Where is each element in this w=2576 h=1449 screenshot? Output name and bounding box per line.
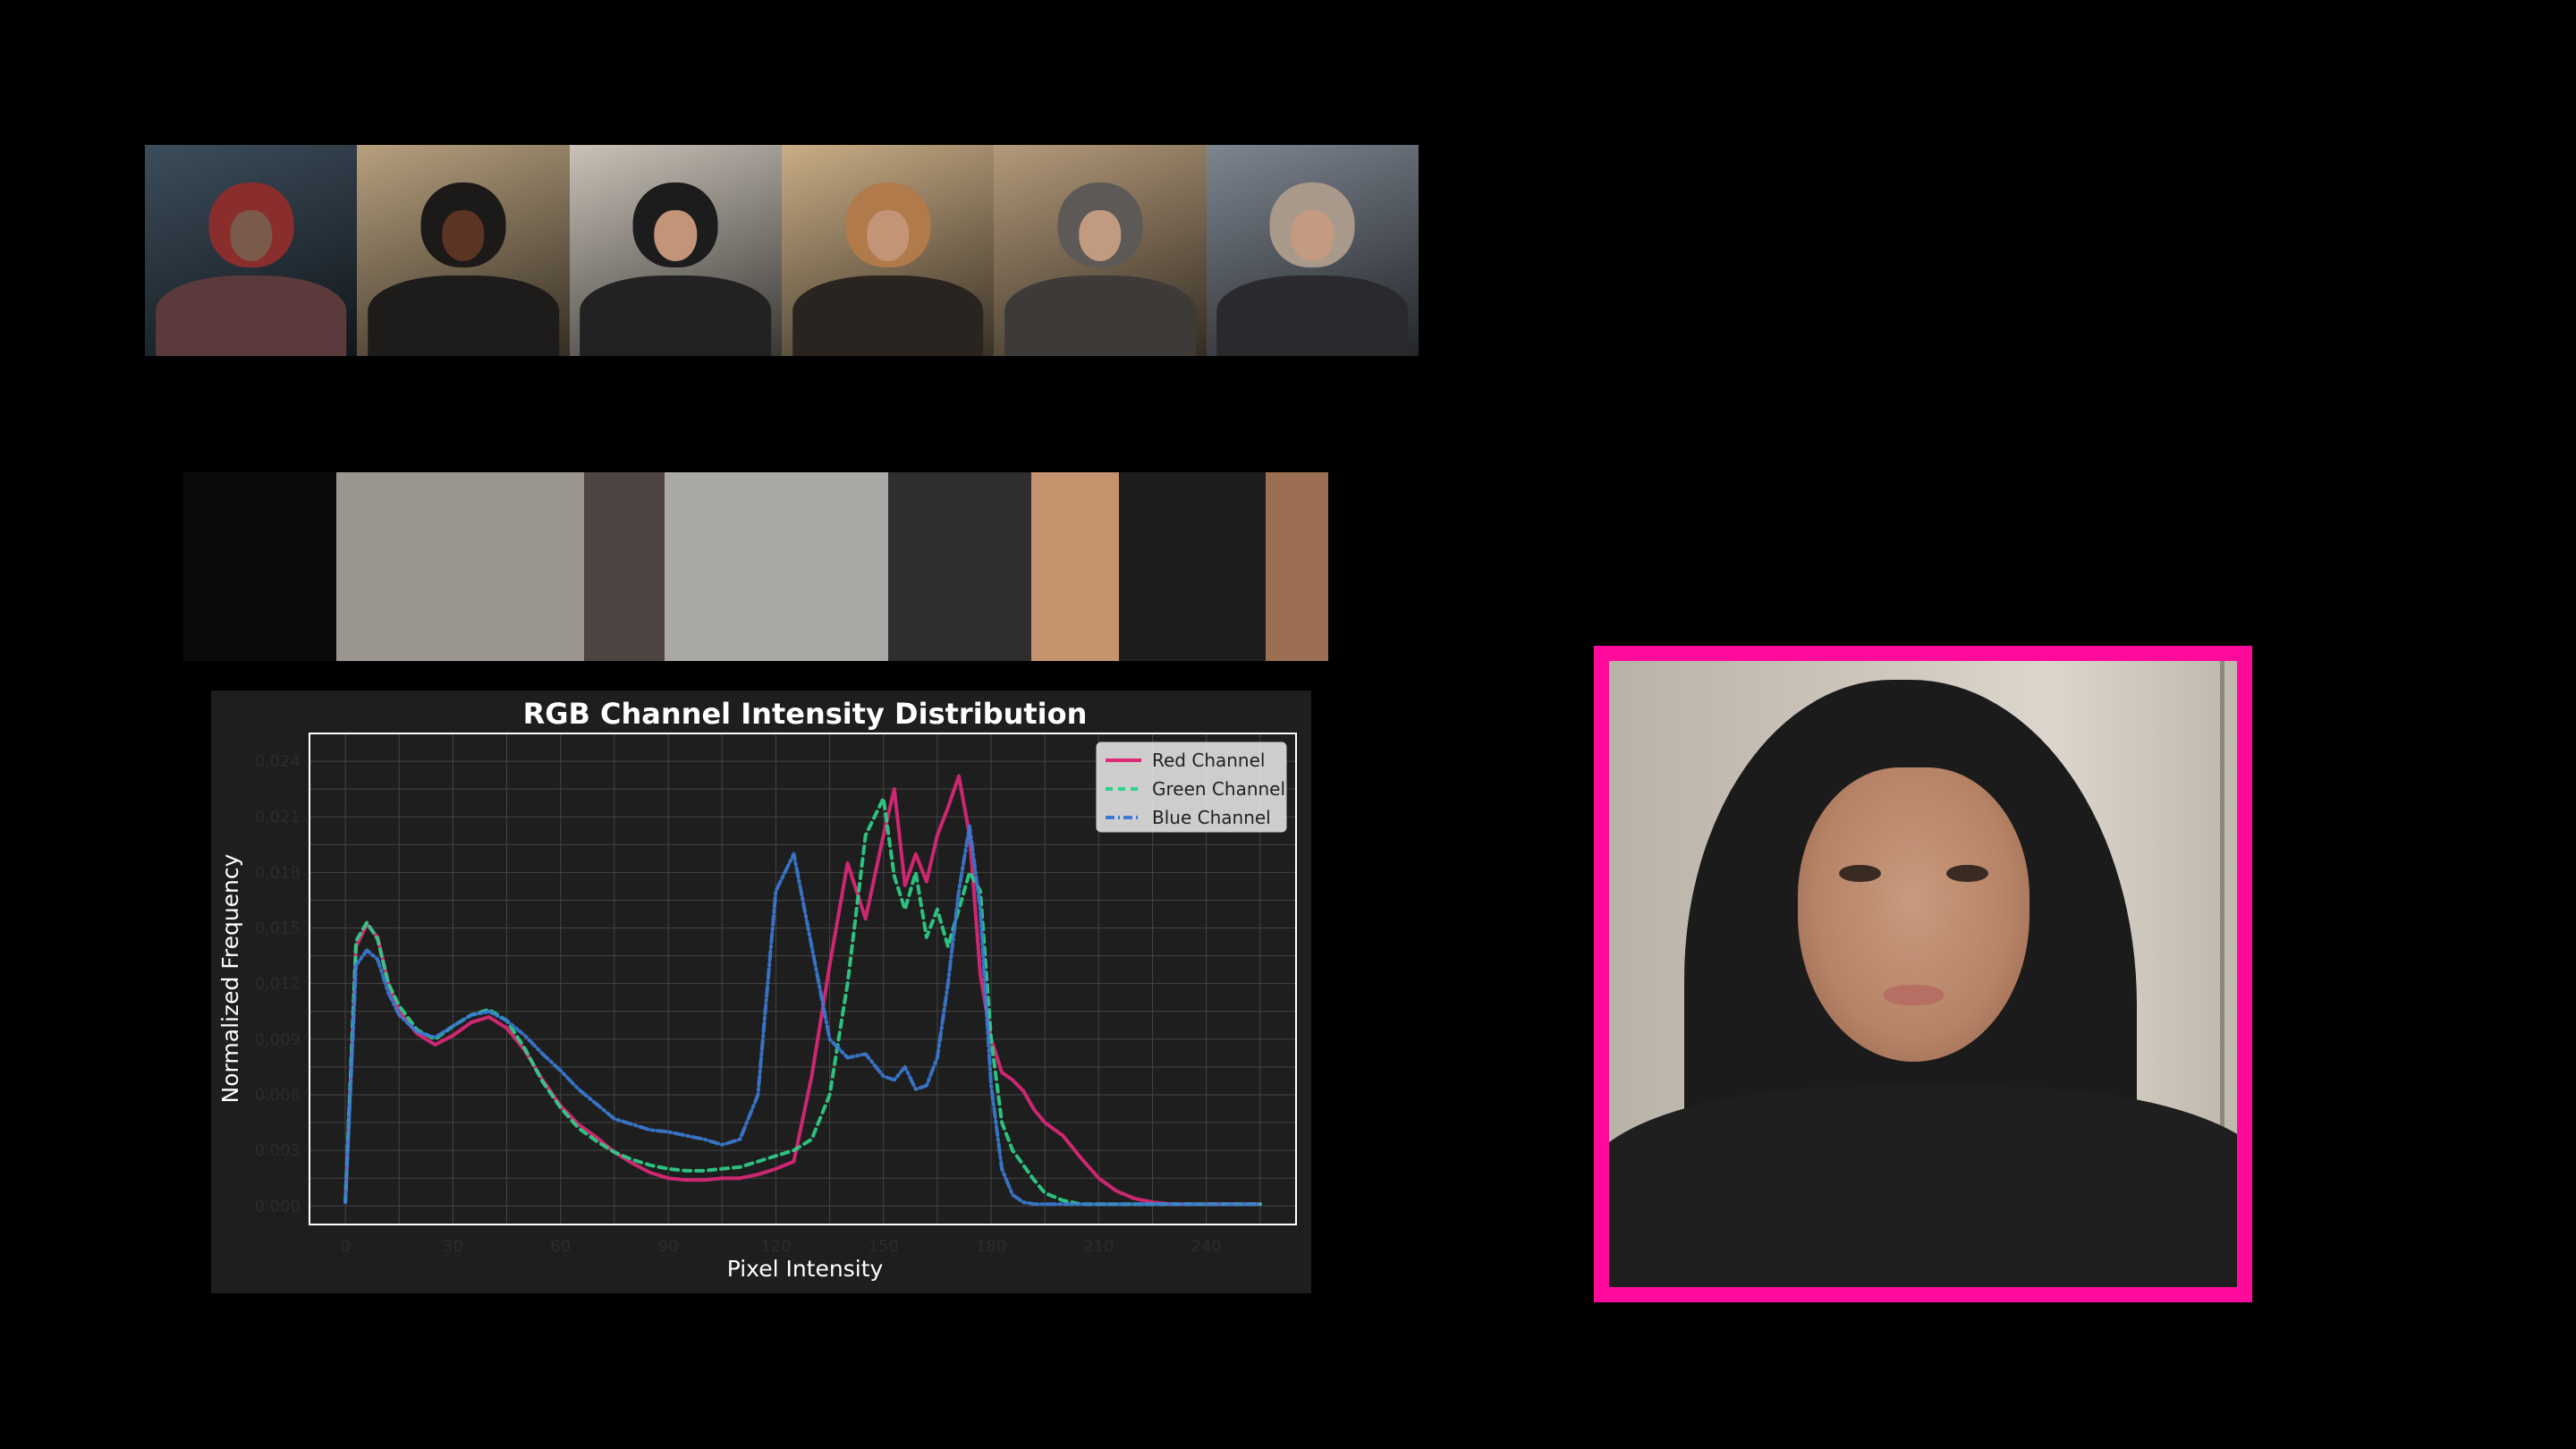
palette-swatch (1265, 472, 1328, 661)
thumbnail-body (155, 275, 347, 356)
thumbnail-face (229, 210, 273, 261)
chart-title: RGB Channel Intensity Distribution (523, 697, 1088, 731)
thumbnail-face (442, 210, 485, 261)
chart-axes-frame (309, 733, 1297, 1225)
x-tick-label: 0 (340, 1237, 350, 1256)
selected-portrait-frame (1594, 646, 2252, 1302)
x-tick-label: 120 (760, 1237, 791, 1256)
palette-swatch (183, 472, 337, 661)
palette-swatch (336, 472, 584, 661)
x-tick-label: 30 (443, 1237, 463, 1256)
legend-label: Green Channel (1152, 778, 1285, 800)
chart-legend: Red Channel Green Channel Blue Channel (1096, 741, 1287, 833)
thumbnail-illustrated-portrait (145, 145, 358, 356)
thumbnail-body (580, 275, 772, 356)
portrait-lips (1883, 985, 1945, 1006)
chart-series (343, 774, 1262, 1207)
y-tick-label: 0.015 (254, 919, 301, 938)
series-line-red-channel (343, 774, 1262, 1207)
y-tick-label: 0.018 (254, 863, 301, 882)
thumbnail-arched-hall-portrait (781, 145, 995, 356)
thumbnail-body (1216, 275, 1409, 356)
y-tick-label: 0.012 (254, 975, 301, 994)
portrait-face (1797, 767, 2030, 1062)
thumbnail-desert-portrait (994, 145, 1207, 356)
portrait-left-eye (1839, 864, 1882, 883)
legend-label: Red Channel (1152, 750, 1265, 771)
y-tick-label: 0.006 (254, 1086, 301, 1105)
x-axis-label: Pixel Intensity (727, 1256, 884, 1282)
palette-swatch (888, 472, 1032, 661)
legend-box (1096, 741, 1287, 833)
thumbnail-face (1291, 210, 1335, 261)
thumbnail-body (1004, 275, 1196, 356)
thumbnail-body (792, 275, 984, 356)
y-tick-label: 0.000 (254, 1197, 301, 1216)
palette-swatch (583, 472, 665, 661)
palette-swatch (1031, 472, 1120, 661)
thumbnail-face (866, 210, 910, 261)
palette-swatch (664, 472, 889, 661)
legend-label: Blue Channel (1152, 807, 1271, 828)
y-tick-label: 0.024 (254, 752, 301, 771)
thumbnail-face (1079, 210, 1122, 261)
portrait-right-eye (1945, 864, 1988, 883)
y-tick-label: 0.021 (254, 808, 301, 826)
thumbnail-dark-skin-portrait (357, 145, 570, 356)
thumbnail-black-hijab-portrait (569, 145, 782, 356)
palette-swatch (1119, 472, 1266, 661)
x-tick-label: 150 (869, 1237, 899, 1256)
x-tick-label: 90 (658, 1237, 679, 1256)
thumbnail-strip (145, 145, 1419, 356)
rgb-histogram-chart: 0 30 60 90 120 150 180 210 240 0.000 0.003 0.006 0.0… (217, 697, 1297, 1282)
series-line-blue-channel (343, 824, 1262, 1207)
color-palette (183, 472, 1328, 661)
x-tick-label: 180 (976, 1237, 1006, 1256)
chart-panel: 0 30 60 90 120 150 180 210 240 0.000 0.003 0.006 0.0… (211, 691, 1311, 1293)
thumbnail-face (654, 210, 698, 261)
x-tick-label: 210 (1083, 1237, 1114, 1256)
x-tick-label: 60 (550, 1237, 571, 1256)
y-tick-label: 0.003 (254, 1141, 301, 1160)
chart-ticks: 0 30 60 90 120 150 180 210 240 0.000 0.003 0.006 0.0… (254, 752, 1221, 1256)
portrait-shoulders (1609, 1087, 2237, 1287)
y-tick-label: 0.009 (254, 1030, 301, 1049)
selected-portrait-image (1609, 661, 2237, 1287)
portrait-wall-edge (2220, 661, 2224, 1287)
y-axis-label: Normalized Frequency (217, 853, 243, 1103)
x-tick-label: 240 (1191, 1237, 1222, 1256)
thumbnail-body (368, 275, 559, 356)
thumbnail-city-street-portrait (1206, 145, 1419, 356)
